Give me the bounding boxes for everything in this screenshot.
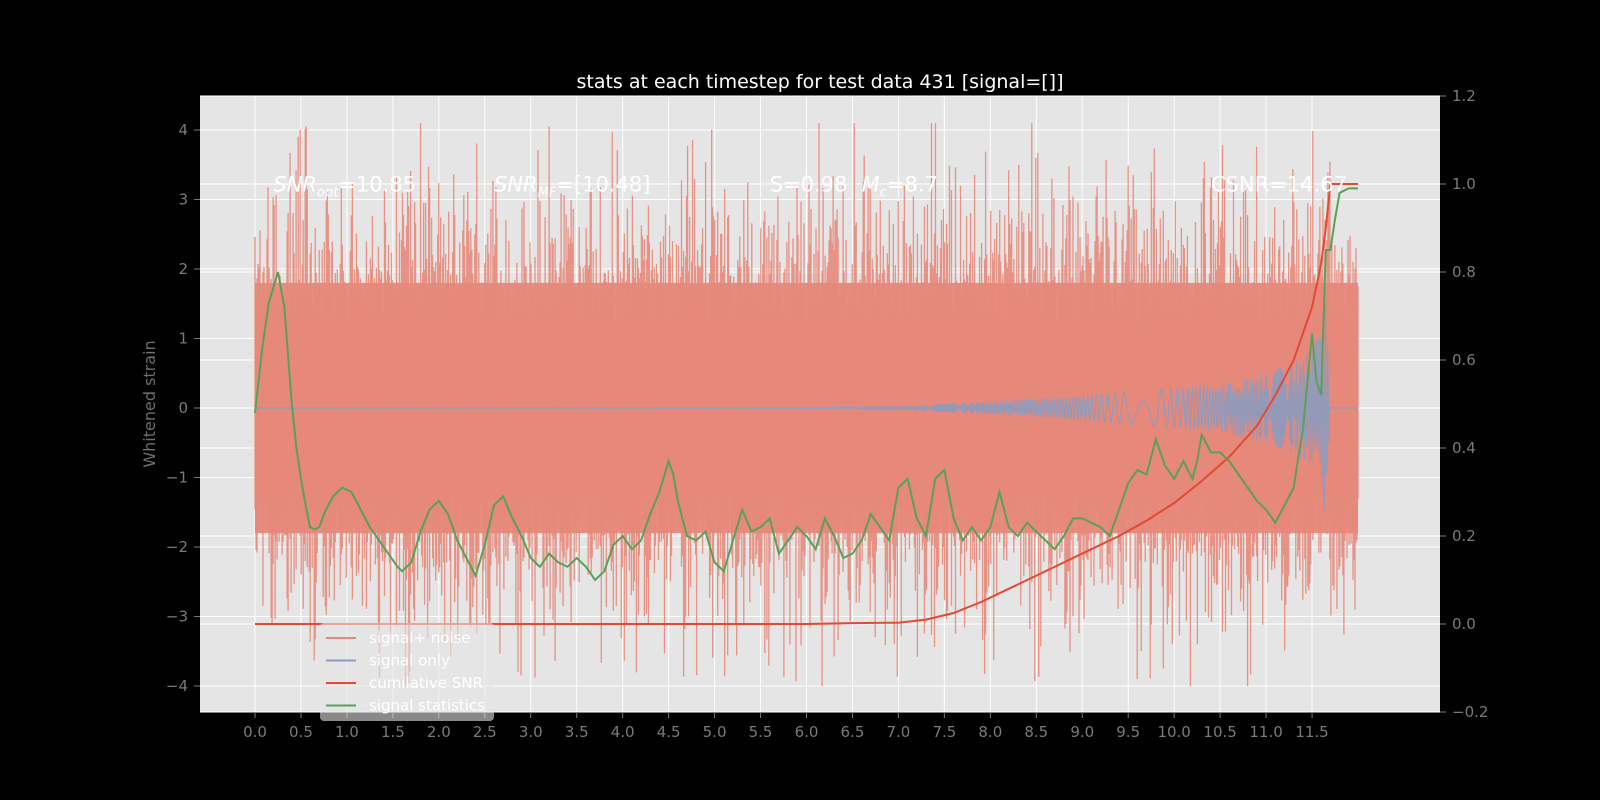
legend-label: signal+ noise <box>369 629 471 647</box>
y-tick-label: −4 <box>166 677 188 695</box>
x-tick-label: 10.5 <box>1203 723 1236 741</box>
signal-statistics-line <box>254 187 1358 582</box>
x-tick-label: 6.0 <box>795 723 819 741</box>
annotation-label: SNRopt=10.85 <box>273 173 416 201</box>
x-tick-label: 4.0 <box>611 723 635 741</box>
x-tick-label: 7.0 <box>886 723 910 741</box>
y2-tick-label: 1.0 <box>1452 175 1476 193</box>
x-tick-label: 8.5 <box>1024 723 1048 741</box>
annotation-label: CSNR=14.67 <box>1211 173 1347 197</box>
y2-tick-label: 0.0 <box>1452 615 1476 633</box>
x-tick-label: 7.5 <box>932 723 956 741</box>
y-tick-label: 2 <box>178 260 188 278</box>
y-tick-label: 0 <box>178 399 188 417</box>
y-tick-label: −1 <box>166 469 188 487</box>
y-axis-label: Whitened strain <box>140 340 159 467</box>
y2-tick-label: 0.4 <box>1452 439 1476 457</box>
legend-box <box>320 623 494 721</box>
y-tick-label: 3 <box>178 191 188 209</box>
x-tick-label: 11.5 <box>1295 723 1328 741</box>
legend: signal+ noise signal only cumilative SNR si… <box>320 623 494 721</box>
x-tick-label: 5.5 <box>749 723 773 741</box>
x-tick-label: 0.0 <box>243 723 267 741</box>
y2-tick-label: 1.2 <box>1452 87 1476 105</box>
chart-title: stats at each timestep for test data 431… <box>576 71 1063 93</box>
x-tick-label: 3.5 <box>565 723 589 741</box>
y2-tick-label: −0.2 <box>1452 703 1488 721</box>
x-tick-label: 0.5 <box>289 723 313 741</box>
x-tick-label: 9.5 <box>1116 723 1140 741</box>
x-tick-label: 8.0 <box>978 723 1002 741</box>
y-tick-label: −3 <box>166 608 188 626</box>
annotations: SNRopt=10.85 SNRMF=[10.48] S=0.98 Mc=8.7 CSN… <box>273 173 1347 201</box>
y-tick-label: −2 <box>166 538 188 556</box>
signal-only-series <box>255 301 1358 510</box>
x-tick-label: 1.5 <box>381 723 405 741</box>
annotation-label: SNRMF=[10.48] <box>494 173 650 201</box>
x-tick-label: 2.0 <box>427 723 451 741</box>
x-tick-label: 11.0 <box>1249 723 1282 741</box>
axes: 0.0 0.5 1.0 1.5 2.0 2.5 3.0 3.5 4.0 4.5 5.0 5.5 6.0 6… <box>166 87 1489 741</box>
right-axis-series <box>254 183 1358 625</box>
x-tick-label: 9.0 <box>1070 723 1094 741</box>
x-tick-label: 5.0 <box>703 723 727 741</box>
x-tick-label: 10.0 <box>1157 723 1190 741</box>
x-tick-label: 4.5 <box>657 723 681 741</box>
chirp-trace <box>255 301 1358 510</box>
x-tick-label: 3.0 <box>519 723 543 741</box>
y2-tick-label: 0.8 <box>1452 263 1476 281</box>
y2-tick-label: 0.2 <box>1452 527 1476 545</box>
legend-label: signal statistics <box>369 697 485 715</box>
y-tick-label: 4 <box>178 121 188 139</box>
legend-label: signal only <box>369 652 450 670</box>
x-tick-label: 1.0 <box>335 723 359 741</box>
y2-tick-label: 0.6 <box>1452 351 1476 369</box>
x-tick-label: 6.5 <box>841 723 865 741</box>
legend-label: cumilative SNR <box>369 674 483 692</box>
annotation-label: S=0.98 <box>770 173 848 197</box>
annotation-label: Mc=8.7 <box>862 173 938 201</box>
y-tick-label: 1 <box>178 330 188 348</box>
noise-trace <box>254 123 1359 686</box>
x-tick-label: 2.5 <box>473 723 497 741</box>
cumulative-snr-line <box>255 183 1358 625</box>
